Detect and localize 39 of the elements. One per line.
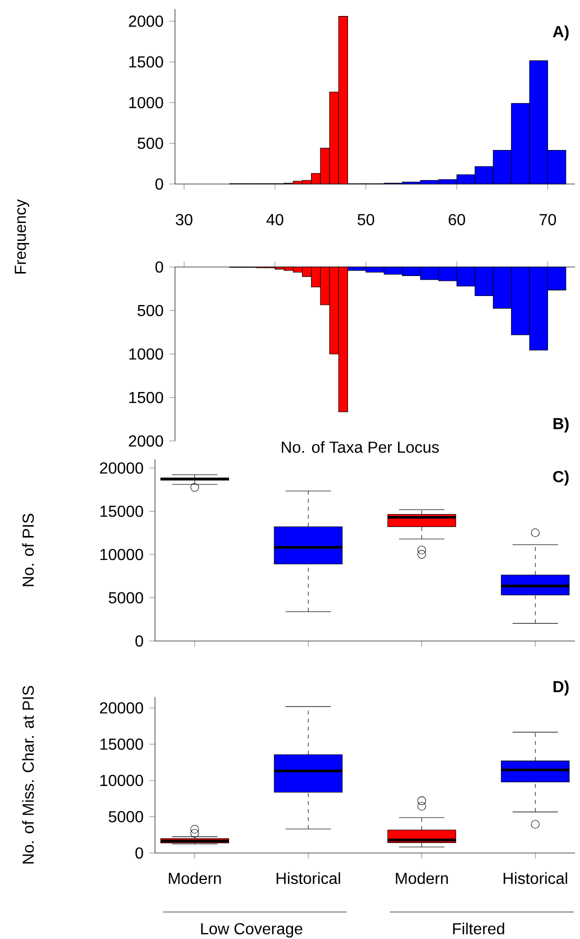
y-axis-title: Frequency [14,199,30,274]
x-tick-label: Modern [168,872,221,884]
text: B) [554,418,569,432]
y-tick-label: 500 [138,138,164,149]
y-tick-label: 5000 [108,811,144,822]
text: Low Coverage [201,923,302,938]
y-tick-label: 20000 [100,462,144,474]
y-axis-title: No. of Miss. Char. at PIS [22,686,34,864]
y-tick-label: 15000 [100,738,144,750]
y-tick-label: 5000 [108,592,144,604]
y-tick-label: 10000 [100,774,144,786]
x-axis-title: No. of Taxa Per Locus [282,441,439,453]
x-tick-label: 40 [266,214,284,226]
y-tick-label: 15000 [100,506,144,517]
y-tick-label: 1000 [129,348,164,360]
text: A) [552,26,569,40]
y-tick-label: 20000 [100,702,144,714]
y-tick-label: 10000 [100,548,144,560]
y-tick-label: 0 [155,261,164,273]
y-tick-label: 2000 [128,435,164,447]
y-tick-label: 0 [135,847,144,859]
y-tick-label: 0 [135,635,144,647]
chart-title: D) [554,680,569,696]
y-tick-label: 1000 [129,96,164,108]
y-tick-label: 0 [155,178,164,190]
x-tick-label: 70 [540,214,556,226]
x-tick-label: Historical [276,872,340,884]
x-tick-label: 30 [176,214,192,226]
x-tick-label: Historical [504,872,568,884]
text: Filtered [453,922,504,934]
x-tick-label: 50 [358,214,374,226]
y-tick-label: 1500 [129,392,164,404]
y-axis-title: No. of PIS [22,514,34,586]
x-tick-label: 60 [448,214,466,226]
y-tick-label: 1500 [129,56,164,68]
text: C) [553,470,569,486]
y-tick-label: 2000 [128,16,164,27]
y-tick-label: 500 [138,304,164,316]
x-tick-label: Modern [396,872,448,884]
